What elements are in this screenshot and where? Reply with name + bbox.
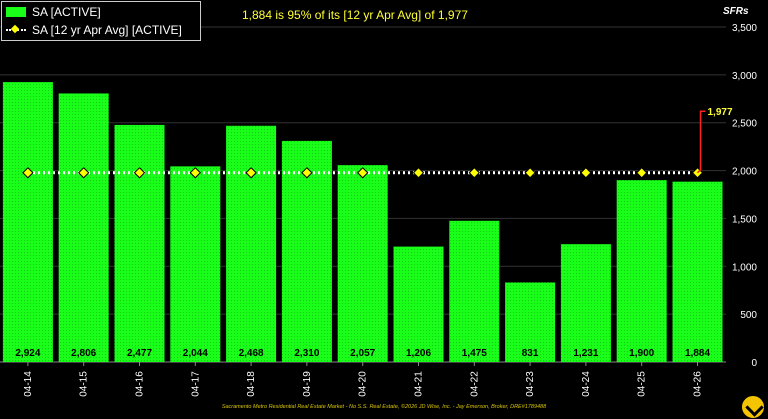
bar-data-label: 1,231 xyxy=(573,348,598,359)
x-tick-label: 04-23 xyxy=(525,371,536,397)
legend: SA [ACTIVE] SA [12 yr Apr Avg] [ACTIVE] xyxy=(1,1,201,41)
average-marker xyxy=(245,167,257,179)
average-marker xyxy=(412,167,425,179)
average-marker xyxy=(301,167,313,179)
bar-data-label: 831 xyxy=(522,348,539,359)
chart-title: 1,884 is 95% of its [12 yr Apr Avg] of 1… xyxy=(242,8,468,22)
x-tick-label: 04-20 xyxy=(358,371,369,397)
legend-bar-label: SA [ACTIVE] xyxy=(32,5,101,19)
y-tick-label: 500 xyxy=(740,310,757,321)
bar xyxy=(393,246,444,362)
average-marker xyxy=(189,167,202,179)
x-tick-label: 04-14 xyxy=(23,371,34,397)
legend-item-line: SA [12 yr Apr Avg] [ACTIVE] xyxy=(6,22,182,38)
bar xyxy=(226,125,277,362)
average-marker xyxy=(524,167,536,179)
y-tick-label: 1,000 xyxy=(732,262,757,273)
bar xyxy=(337,165,388,362)
bar xyxy=(114,124,165,362)
average-marker xyxy=(580,167,592,179)
legend-line-swatch xyxy=(6,24,26,35)
bar xyxy=(449,220,500,362)
annotation-label: 1,977 xyxy=(708,107,733,118)
bar xyxy=(616,180,667,362)
average-marker xyxy=(468,167,481,179)
x-tick-label: 04-16 xyxy=(135,371,146,397)
legend-item-bars: SA [ACTIVE] xyxy=(6,4,101,20)
bar-data-label: 2,044 xyxy=(183,348,208,359)
bar-data-label: 1,884 xyxy=(685,348,710,359)
bar-data-label: 1,475 xyxy=(462,348,487,359)
y-tick-label: 0 xyxy=(751,358,757,369)
y-tick-label: 3,500 xyxy=(732,23,757,34)
legend-line-label: SA [12 yr Apr Avg] [ACTIVE] xyxy=(32,23,182,37)
average-marker xyxy=(133,167,146,179)
bar xyxy=(2,82,53,362)
y-axis-label: SFRs xyxy=(723,6,749,17)
bar-data-label: 2,468 xyxy=(239,348,264,359)
x-tick-label: 04-24 xyxy=(581,371,592,397)
x-tick-label: 04-25 xyxy=(637,371,648,397)
x-tick-label: 04-21 xyxy=(414,371,425,397)
legend-bar-swatch xyxy=(6,7,26,17)
bar-data-label: 1,900 xyxy=(629,348,654,359)
bar xyxy=(170,166,221,362)
bar xyxy=(58,93,109,362)
bar xyxy=(505,282,556,362)
y-tick-label: 2,500 xyxy=(732,119,757,130)
x-tick-label: 04-18 xyxy=(246,371,257,397)
x-tick-label: 04-26 xyxy=(693,371,704,397)
average-marker xyxy=(635,167,648,179)
x-tick-label: 04-17 xyxy=(190,371,201,397)
y-tick-label: 1,500 xyxy=(732,214,757,225)
average-marker xyxy=(22,167,34,179)
bar-data-label: 2,924 xyxy=(15,348,40,359)
bar-data-label: 1,206 xyxy=(406,348,431,359)
footer-credit: Sacramento Metro Residential Real Estate… xyxy=(221,404,547,410)
average-marker xyxy=(77,167,90,179)
bar xyxy=(672,181,723,362)
x-tick-label: 04-19 xyxy=(302,371,313,397)
x-tick-label: 04-15 xyxy=(79,371,90,397)
annotation-leader xyxy=(696,110,706,174)
bar-data-label: 2,057 xyxy=(350,348,375,359)
bar-data-label: 2,477 xyxy=(127,348,152,359)
bar-data-label: 2,310 xyxy=(294,348,319,359)
y-tick-label: 3,000 xyxy=(732,71,757,82)
average-marker xyxy=(356,167,369,179)
arrow-logo-icon xyxy=(741,395,765,419)
x-tick-label: 04-22 xyxy=(469,371,480,397)
bar-data-label: 2,806 xyxy=(71,348,96,359)
bar xyxy=(560,244,611,362)
y-tick-label: 2,000 xyxy=(732,167,757,178)
